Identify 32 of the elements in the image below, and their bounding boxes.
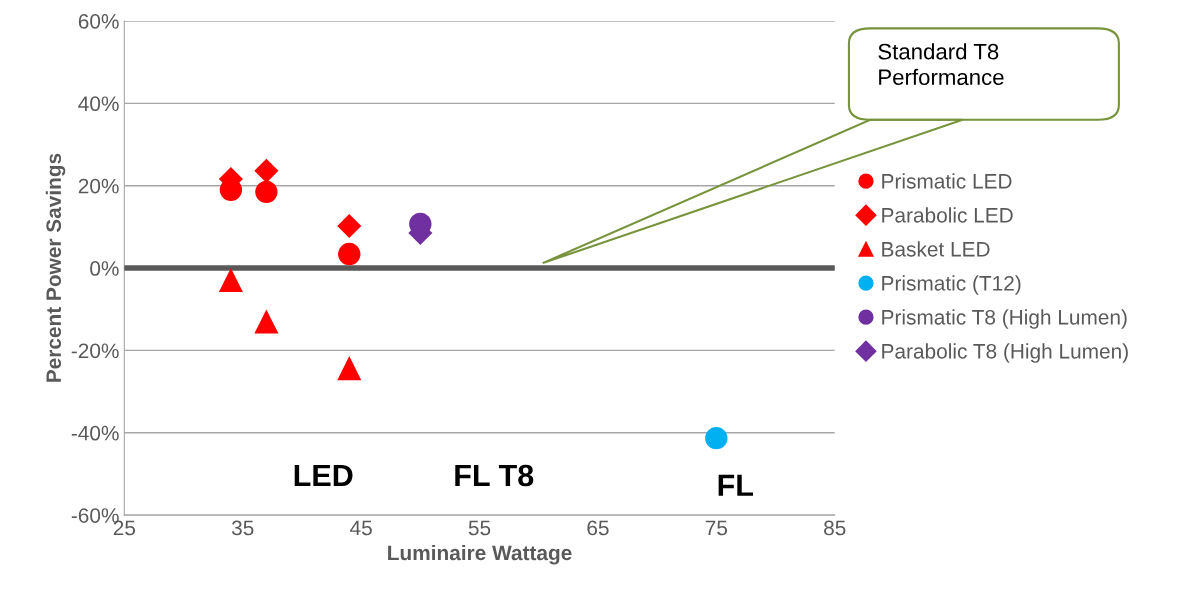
annotation: LED bbox=[294, 464, 353, 486]
point bbox=[705, 426, 728, 450]
y-tick-label: 40% bbox=[78, 96, 119, 112]
y-tick-label: 60% bbox=[78, 13, 119, 29]
point bbox=[218, 267, 243, 293]
x-tick-label: 35 bbox=[231, 520, 254, 536]
point bbox=[337, 214, 362, 239]
legend-label: Prismatic LED bbox=[882, 173, 1012, 189]
x-tick-label: 85 bbox=[824, 520, 846, 536]
annotation: FL bbox=[718, 474, 753, 496]
legend-label: Basket LED bbox=[882, 241, 990, 257]
x-axis-title: Luminaire Wattage bbox=[388, 544, 572, 565]
annotation: FL T8 bbox=[455, 464, 534, 487]
y-tick-label: 0% bbox=[90, 261, 119, 276]
point bbox=[255, 180, 278, 204]
y-tick-label: -40% bbox=[71, 425, 119, 441]
legend-label: Prismatic (T12) bbox=[882, 275, 1021, 295]
text: Standard T8 Performance bbox=[878, 43, 1004, 86]
x-tick-label: 45 bbox=[350, 520, 372, 536]
legend-label: Prismatic T8 (High Lumen) bbox=[882, 309, 1127, 329]
x-tick-label: 55 bbox=[468, 520, 491, 536]
x-tick-label: 65 bbox=[587, 520, 609, 536]
point bbox=[337, 356, 362, 381]
point bbox=[254, 158, 279, 183]
legend-label: Parabolic T8 (High Lumen) bbox=[882, 343, 1128, 363]
y-axis-title: Percent Power Savings bbox=[45, 153, 66, 382]
point bbox=[254, 309, 279, 334]
legend-label: Parabolic LED bbox=[882, 207, 1013, 223]
y-tick-label: -20% bbox=[71, 343, 119, 359]
y-tick-label: 20% bbox=[78, 178, 119, 194]
x-tick-label: 75 bbox=[705, 520, 728, 536]
point bbox=[338, 242, 361, 266]
